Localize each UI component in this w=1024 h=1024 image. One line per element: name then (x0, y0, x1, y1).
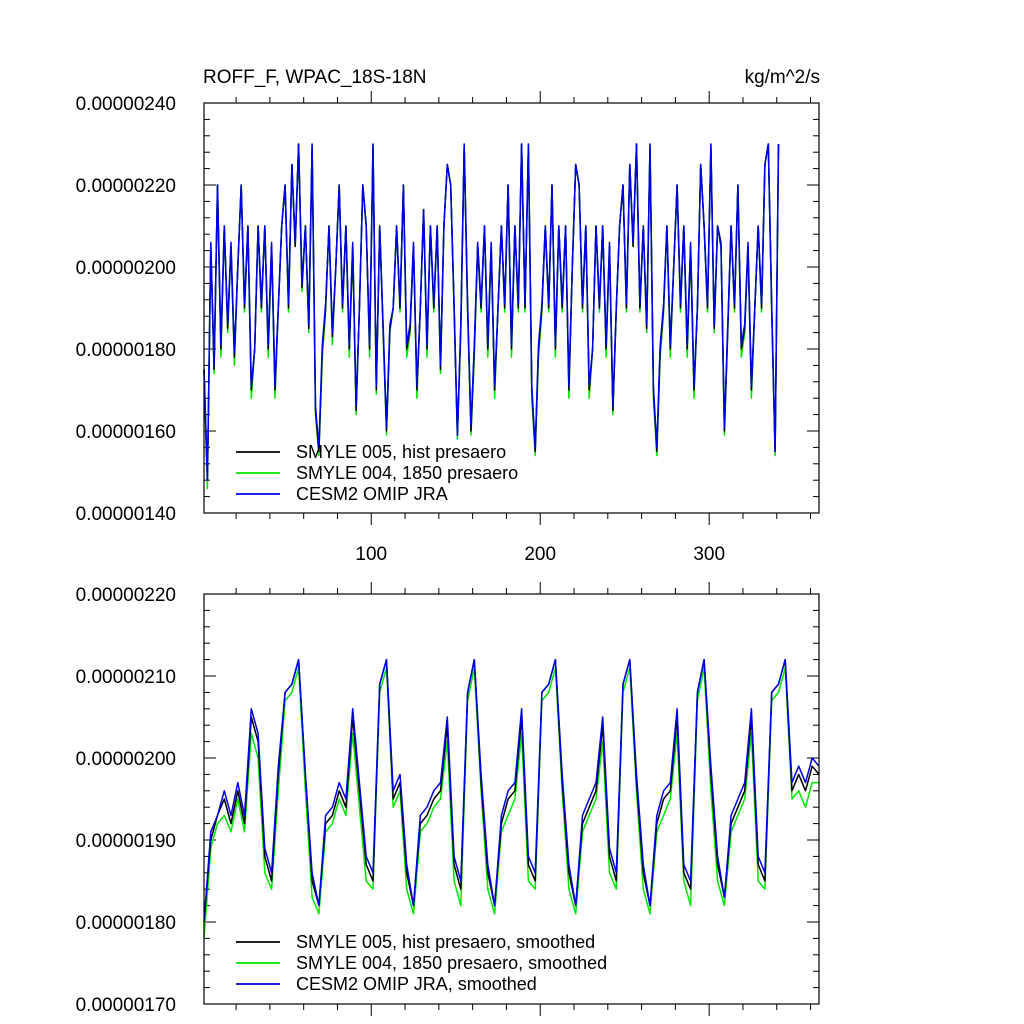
bottom-legend-label-3: CESM2 OMIP JRA, smoothed (296, 974, 537, 994)
bottom-y-tick-label: 0.00000170 (76, 995, 176, 1016)
top-y-tick-label: 0.00000180 (76, 340, 176, 361)
bottom-panel: 0.00000170 0.00000180 0.00000190 0.00000200… (76, 582, 820, 1016)
top-title-right: kg/m^2/s (745, 67, 820, 88)
bottom-series-line-2 (203, 667, 819, 939)
top-panel: ROFF_F, WPAC_18S-18N kg/m^2/s 0.00000140… (76, 67, 820, 565)
top-y-tick-label: 0.00000160 (76, 422, 176, 443)
bottom-legend-label-1: SMYLE 005, hist presaero, smoothed (296, 932, 595, 952)
top-title-left: ROFF_F, WPAC_18S-18N (203, 67, 426, 88)
top-series (203, 143, 780, 490)
bottom-series-line-3 (203, 658, 820, 923)
top-legend-label-2: SMYLE 004, 1850 presaero (296, 463, 518, 483)
top-legend-label-1: SMYLE 005, hist presaero (296, 442, 506, 462)
bottom-ticks: 0.00000170 0.00000180 0.00000190 0.00000200… (76, 582, 819, 1016)
top-ticks: 0.00000140 0.00000160 0.00000180 0.00000200… (76, 91, 819, 565)
bottom-series (203, 658, 820, 939)
top-y-tick-label: 0.00000240 (76, 94, 176, 115)
bottom-y-tick-label: 0.00000180 (76, 913, 176, 934)
top-plot-frame (203, 102, 820, 514)
top-y-tick-label: 0.00000220 (76, 176, 176, 197)
top-y-tick-label: 0.00000200 (76, 258, 176, 279)
bottom-y-tick-label: 0.00000200 (76, 749, 176, 770)
bottom-legend: SMYLE 005, hist presaero, smoothedSMYLE … (236, 932, 607, 994)
bottom-y-tick-label: 0.00000210 (76, 667, 176, 688)
top-y-tick-label: 0.00000140 (76, 504, 176, 525)
bottom-y-tick-label: 0.00000190 (76, 831, 176, 852)
top-x-tick-label: 200 (524, 544, 556, 565)
bottom-legend-label-2: SMYLE 004, 1850 presaero, smoothed (296, 953, 607, 973)
bottom-plot-frame (203, 593, 820, 1005)
top-series-line-3 (203, 143, 780, 481)
top-x-tick-label: 100 (355, 544, 387, 565)
top-x-tick-label: 300 (693, 544, 725, 565)
top-legend-label-3: CESM2 OMIP JRA (296, 484, 448, 504)
bottom-y-tick-label: 0.00000220 (76, 585, 176, 606)
